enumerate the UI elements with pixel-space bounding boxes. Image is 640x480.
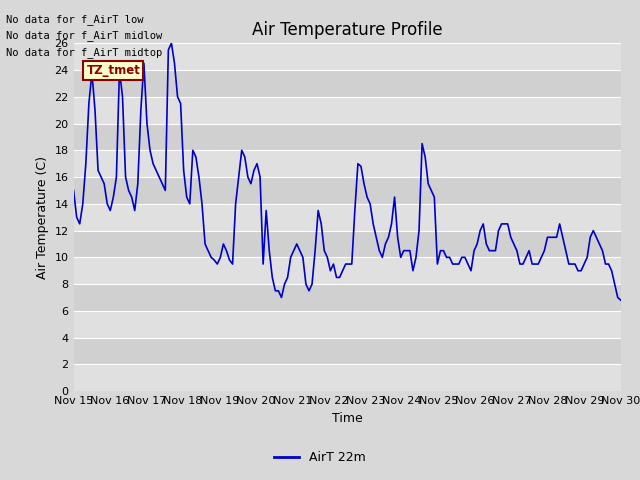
Text: No data for f_AirT midlow: No data for f_AirT midlow [6,30,163,41]
Legend: AirT 22m: AirT 22m [269,446,371,469]
Bar [74,257,621,284]
Bar [74,311,621,337]
Bar [74,337,621,364]
Text: TZ_tmet: TZ_tmet [86,64,140,77]
Text: No data for f_AirT midtop: No data for f_AirT midtop [6,47,163,58]
Bar [74,284,621,311]
Bar [74,364,621,391]
Bar [74,70,621,97]
Bar [74,177,621,204]
Bar [74,43,621,70]
Bar [74,204,621,230]
Title: Air Temperature Profile: Air Temperature Profile [252,21,442,39]
Bar [74,150,621,177]
Text: No data for f_AirT low: No data for f_AirT low [6,13,144,24]
Bar [74,123,621,150]
Bar [74,97,621,123]
Y-axis label: Air Temperature (C): Air Temperature (C) [36,156,49,279]
Bar [74,230,621,257]
X-axis label: Time: Time [332,412,363,425]
